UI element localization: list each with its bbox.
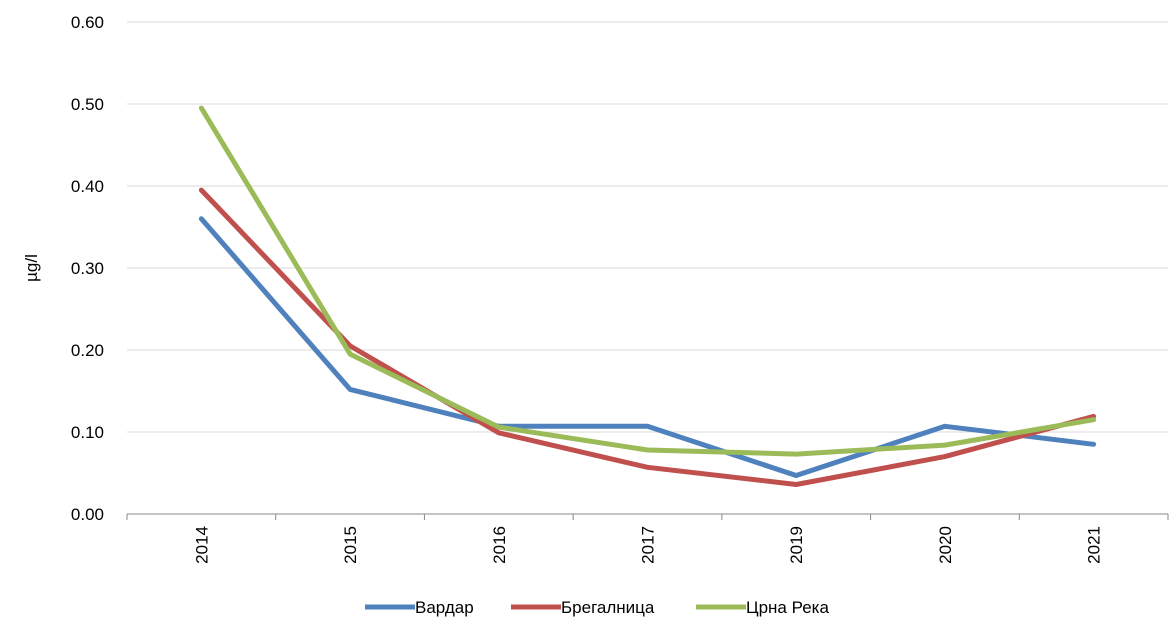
y-tick-label: 0.40 — [71, 177, 104, 196]
x-tick-label: 2017 — [639, 526, 658, 564]
y-tick-label: 0.30 — [71, 259, 104, 278]
x-tick-label: 2014 — [192, 526, 211, 564]
series-lines — [198, 105, 1097, 487]
x-tick-label: 2019 — [787, 526, 806, 564]
y-tick-label: 0.60 — [71, 13, 104, 32]
y-tick-label: 0.00 — [71, 505, 104, 524]
legend-label: Брегалница — [561, 598, 655, 617]
y-axis-title: µg/l — [22, 254, 41, 282]
legend: Вардар Брегалница Црна Река — [365, 598, 829, 617]
legend-label: Вардар — [415, 598, 474, 617]
series-line — [198, 105, 1097, 457]
y-tick-label: 0.10 — [71, 423, 104, 442]
x-tick-label: 2016 — [490, 526, 509, 564]
x-axis-ticks: 2014 2015 2016 2017 2019 2020 2021 — [126, 514, 1169, 564]
x-tick-label: 2021 — [1085, 526, 1104, 564]
y-axis-ticks: 0.00 0.10 0.20 0.30 0.40 0.50 0.60 — [71, 13, 104, 524]
x-tick-label: 2015 — [341, 526, 360, 564]
series-line — [198, 216, 1097, 478]
x-tick-label: 2020 — [936, 526, 955, 564]
legend-label: Црна Река — [746, 598, 829, 617]
y-tick-label: 0.50 — [71, 95, 104, 114]
y-tick-label: 0.20 — [71, 341, 104, 360]
